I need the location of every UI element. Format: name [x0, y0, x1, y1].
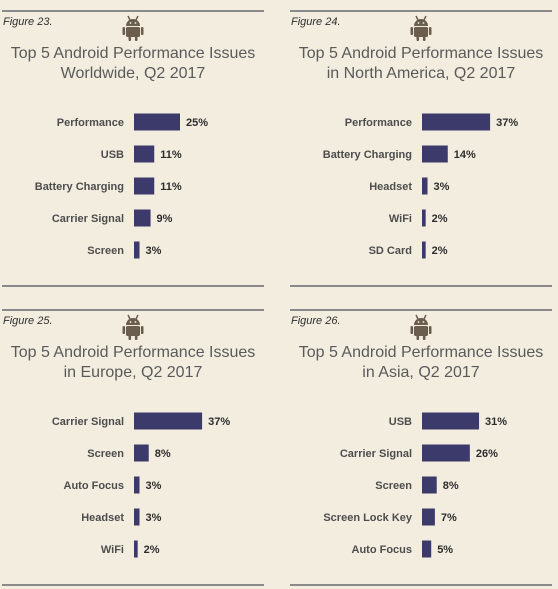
bar — [134, 508, 140, 526]
android-robot-icon — [122, 314, 144, 340]
value-label: 11% — [160, 181, 182, 193]
bar — [134, 241, 140, 259]
bar — [422, 113, 491, 131]
bottom-rule — [290, 285, 552, 287]
android-robot-icon — [410, 314, 432, 340]
figure-label: Figure 24. — [291, 16, 341, 28]
value-label: 37% — [208, 416, 230, 428]
category-label: Screen — [375, 480, 412, 492]
value-label: 8% — [443, 480, 459, 492]
bar-chart-north-america: Performance 37% Battery Charging 14% Headset… — [323, 113, 518, 259]
chart-title-line-2: in Europe, Q2 2017 — [63, 364, 203, 381]
bar — [134, 476, 140, 494]
chart-title-line-2: Worldwide, Q2 2017 — [60, 65, 206, 82]
figure-label: Figure 26. — [291, 315, 341, 327]
category-label: Battery Charging — [35, 181, 124, 193]
category-label: Battery Charging — [323, 149, 412, 161]
bar — [422, 241, 426, 259]
chart-panel-worldwide: Figure 23. Top 5 Android Performance Iss… — [2, 0, 264, 287]
value-label: 31% — [485, 416, 507, 428]
bar — [134, 209, 151, 227]
bar — [422, 444, 470, 462]
value-label: 26% — [476, 448, 498, 460]
value-label: 2% — [432, 213, 448, 225]
value-label: 3% — [146, 512, 162, 524]
top-rule — [2, 10, 264, 12]
bar — [134, 145, 155, 163]
android-robot-icon — [410, 15, 432, 41]
figure-label: Figure 25. — [3, 315, 53, 327]
category-label: Screen — [87, 448, 124, 460]
category-label: Performance — [57, 117, 124, 129]
bar — [134, 444, 149, 462]
chart-title: Top 5 Android Performance Issues in Nort… — [290, 44, 552, 84]
value-label: 7% — [441, 512, 457, 524]
bar-chart-asia: USB 31% Carrier Signal 26% Screen 8% Screen Lo… — [323, 412, 507, 558]
chart-title-line-1: Top 5 Android Performance Issues — [10, 45, 256, 62]
chart-title-line-2: in Asia, Q2 2017 — [362, 364, 480, 381]
category-label: Carrier Signal — [52, 213, 124, 225]
value-label: 3% — [146, 245, 162, 257]
value-label: 37% — [496, 117, 518, 129]
category-label: Performance — [345, 117, 412, 129]
category-label: Carrier Signal — [52, 416, 124, 428]
category-label: Screen Lock Key — [323, 512, 413, 524]
value-label: 2% — [432, 245, 448, 257]
figure-label: Figure 23. — [3, 16, 53, 28]
bar — [422, 145, 448, 163]
bar — [422, 540, 432, 558]
bar — [422, 177, 428, 195]
value-label: 25% — [186, 117, 208, 129]
value-label: 3% — [146, 480, 162, 492]
bar — [422, 209, 426, 227]
category-label: WiFi — [101, 544, 124, 556]
chart-title: Top 5 Android Performance Issues in Euro… — [2, 343, 264, 383]
value-label: 3% — [434, 181, 450, 193]
bottom-rule — [2, 584, 264, 586]
chart-title-line-1: Top 5 Android Performance Issues — [298, 344, 544, 361]
category-label: Headset — [369, 181, 412, 193]
value-label: 9% — [157, 213, 173, 225]
bottom-rule — [290, 584, 552, 586]
value-label: 2% — [144, 544, 160, 556]
category-label: USB — [389, 416, 412, 428]
category-label: SD Card — [369, 245, 412, 257]
category-label: Auto Focus — [352, 544, 413, 556]
bar — [422, 412, 480, 430]
top-rule — [290, 10, 552, 12]
value-label: 11% — [160, 149, 182, 161]
category-label: WiFi — [389, 213, 412, 225]
bar — [134, 177, 155, 195]
android-robot-icon — [122, 15, 144, 41]
value-label: 5% — [437, 544, 453, 556]
category-label: Carrier Signal — [340, 448, 412, 460]
bar — [134, 412, 203, 430]
chart-panel-europe: Figure 25. Top 5 Android Performance Iss… — [2, 299, 264, 586]
chart-title-line-1: Top 5 Android Performance Issues — [10, 344, 256, 361]
value-label: 14% — [454, 149, 476, 161]
bar-chart-worldwide: Performance 25% USB 11% Battery Charging 11% C… — [35, 113, 208, 259]
value-label: 8% — [155, 448, 171, 460]
bottom-rule — [2, 285, 264, 287]
category-label: Screen — [87, 245, 124, 257]
chart-panel-north-america: Figure 24. Top 5 Android Performance Iss… — [290, 0, 552, 287]
top-rule — [2, 309, 264, 311]
chart-title-line-1: Top 5 Android Performance Issues — [298, 45, 544, 62]
chart-title: Top 5 Android Performance Issues in Asia… — [290, 343, 552, 383]
bar — [422, 508, 435, 526]
bar — [134, 540, 138, 558]
bar — [134, 113, 180, 131]
top-rule — [290, 309, 552, 311]
chart-panel-asia: Figure 26. Top 5 Android Performance Iss… — [290, 299, 552, 586]
bar-chart-europe: Carrier Signal 37% Screen 8% Auto Focus 3% Hea… — [52, 412, 230, 558]
category-label: USB — [101, 149, 124, 161]
chart-title: Top 5 Android Performance Issues Worldwi… — [2, 44, 264, 84]
chart-title-line-2: in North America, Q2 2017 — [326, 65, 516, 82]
bar — [422, 476, 437, 494]
category-label: Auto Focus — [64, 480, 125, 492]
category-label: Headset — [81, 512, 124, 524]
